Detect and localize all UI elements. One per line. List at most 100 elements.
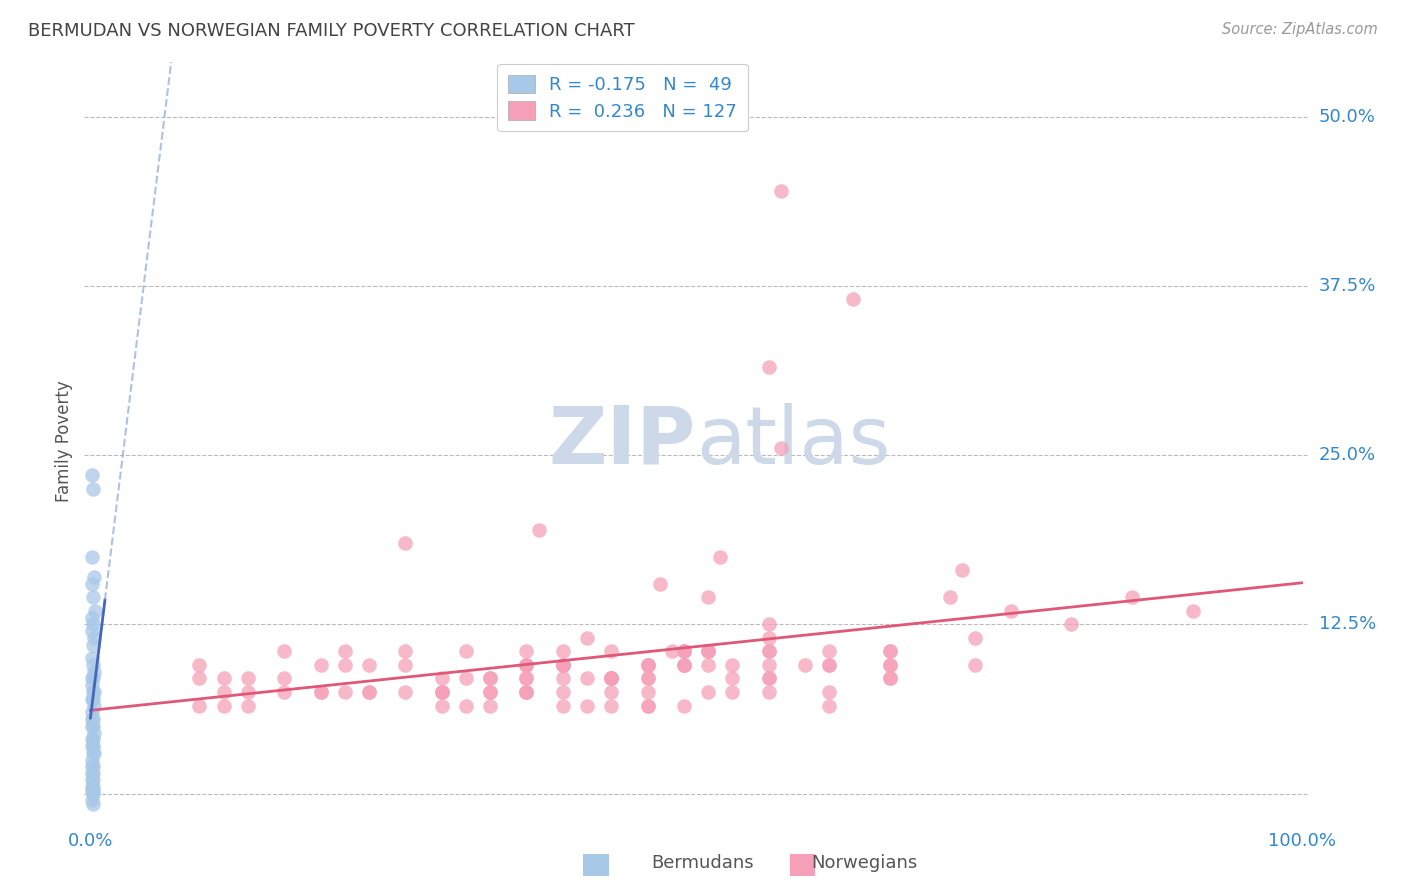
Point [309,657,332,672]
Point [454,698,477,713]
Point [600,672,623,686]
Point [1121,591,1143,605]
Point [479,672,502,686]
Point [82,617,104,632]
Point [212,672,235,686]
Point [82,591,104,605]
Point [672,644,695,658]
Point [80,576,103,591]
Legend: R = -0.175   N =  49, R =  0.236   N = 127: R = -0.175 N = 49, R = 0.236 N = 127 [498,64,748,131]
Point [357,657,380,672]
Point [80,468,103,483]
Point [1181,604,1204,618]
Text: ZIP: ZIP [548,402,696,481]
Point [80,610,103,624]
Point [551,657,574,672]
Point [479,672,502,686]
Point [236,685,259,699]
Point [454,644,477,658]
Point [430,685,453,699]
Point [84,604,107,618]
Point [82,482,104,496]
Point [82,797,104,812]
Point [879,672,901,686]
Point [80,691,103,706]
Point [758,631,780,645]
Point [697,644,720,658]
Point [80,712,103,726]
Point [83,698,105,713]
Point [80,753,103,767]
Point [551,657,574,672]
Point [648,576,671,591]
Point [188,672,211,686]
Point [818,685,841,699]
Point [515,685,537,699]
Point [357,685,380,699]
Point [83,570,105,584]
Point [600,644,623,658]
Point [80,672,103,686]
Point [600,672,623,686]
Point [758,644,780,658]
Point [697,657,720,672]
Point [721,672,744,686]
Point [721,657,744,672]
Point [394,657,416,672]
Point [551,657,574,672]
Point [758,672,780,686]
Point [952,563,974,577]
Text: Norwegians: Norwegians [811,855,918,872]
Point [83,685,105,699]
Point [82,685,104,699]
Point [479,685,502,699]
Text: 37.5%: 37.5% [1319,277,1376,295]
Point [82,712,104,726]
Point [309,685,332,699]
Point [661,644,683,658]
Point [637,657,659,672]
Point [83,725,105,739]
Text: BERMUDAN VS NORWEGIAN FAMILY POVERTY CORRELATION CHART: BERMUDAN VS NORWEGIAN FAMILY POVERTY COR… [28,22,636,40]
Point [82,657,104,672]
Point [842,293,865,307]
Point [637,657,659,672]
Point [82,638,104,652]
Point [879,644,901,658]
Point [82,732,104,747]
Point [963,631,986,645]
Point [80,624,103,639]
Point [83,665,105,679]
Y-axis label: Family Poverty: Family Poverty [55,381,73,502]
Point [637,698,659,713]
Point [1000,604,1022,618]
Point [515,685,537,699]
Point [709,549,731,564]
Point [82,719,104,733]
Point [357,685,380,699]
Point [188,698,211,713]
Point [637,672,659,686]
Point [600,672,623,686]
Point [758,617,780,632]
Point [637,685,659,699]
Point [575,698,598,713]
Point [80,549,103,564]
Point [188,657,211,672]
Point [333,644,356,658]
Point [333,657,356,672]
Point [672,644,695,658]
Point [551,644,574,658]
Point [80,793,103,807]
Point [637,657,659,672]
Point [758,672,780,686]
Point [1060,617,1083,632]
Point [551,672,574,686]
Point [515,672,537,686]
Point [672,657,695,672]
Point [600,685,623,699]
Point [80,651,103,665]
Point [80,739,103,754]
Point [551,685,574,699]
Text: 12.5%: 12.5% [1319,615,1376,633]
